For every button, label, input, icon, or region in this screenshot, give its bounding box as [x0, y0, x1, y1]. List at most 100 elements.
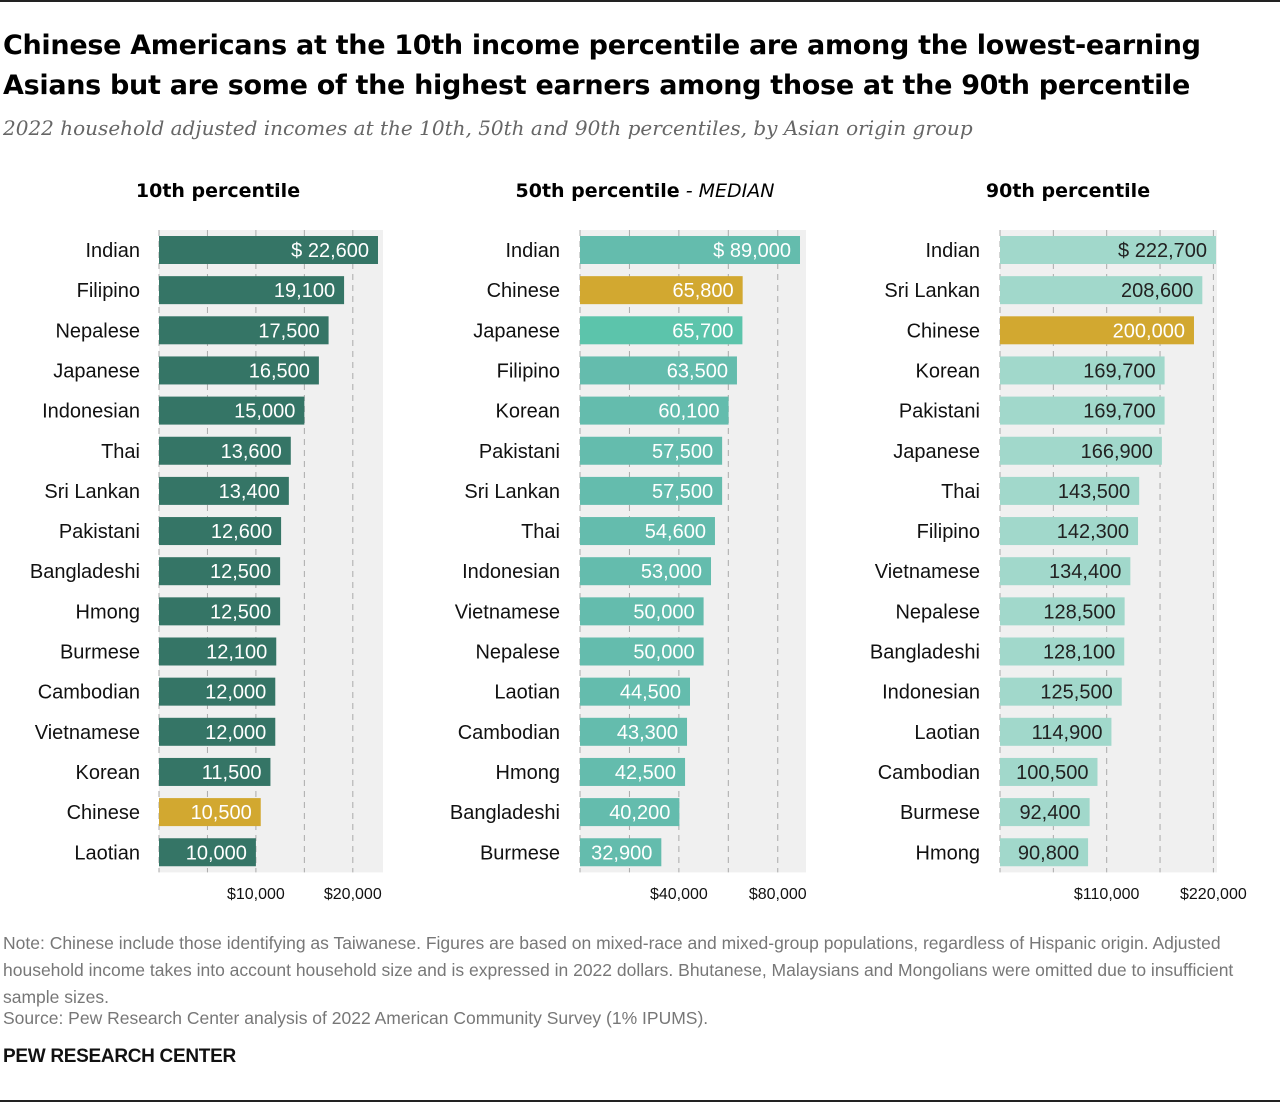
category-label: Sri Lankan: [884, 280, 980, 302]
bar-pakistani: [1000, 396, 1165, 425]
value-label: 128,500: [1043, 601, 1115, 623]
value-label: 50,000: [633, 642, 694, 664]
category-label: Bangladeshi: [870, 642, 980, 664]
bar-hmong: [1000, 838, 1089, 867]
chart-note: Note: Chinese include those identifying …: [3, 933, 1234, 1007]
category-label: Chinese: [907, 320, 980, 342]
category-label: Chinese: [67, 802, 140, 824]
bar-bangladeshi: [1000, 637, 1125, 666]
category-label: Bangladeshi: [30, 561, 140, 583]
bar-japanese: [1000, 436, 1162, 465]
top-rule: [0, 0, 1280, 2]
x-tick-label: $220,000: [1180, 886, 1247, 903]
category-label: Burmese: [480, 842, 560, 864]
panel-title-text: 10th percentile: [136, 180, 300, 202]
category-label: Indian: [86, 240, 141, 262]
value-label: 128,100: [1043, 642, 1115, 664]
bar-indian: [1000, 236, 1216, 264]
bar-filipino: [1000, 517, 1139, 546]
pew-logo: PEW RESEARCH CENTER: [3, 1046, 236, 1067]
category-label: Thai: [521, 521, 560, 543]
value-label: 125,500: [1040, 682, 1112, 704]
bottom-rule: [0, 1100, 1280, 1102]
value-label: 12,100: [206, 642, 267, 664]
category-label: Laotian: [494, 682, 560, 704]
category-label: Filipino: [917, 521, 980, 543]
category-label: Hmong: [496, 762, 560, 784]
panel-title-suffix: - MEDIAN: [680, 180, 775, 202]
bar-laotian: [1000, 717, 1112, 746]
category-label: Thai: [101, 441, 140, 463]
bar-vietnamese: [159, 717, 276, 746]
value-label: 12,600: [211, 521, 272, 543]
bar-nepalese: [1000, 597, 1125, 626]
bar-filipino: [580, 356, 737, 385]
category-label: Indonesian: [462, 561, 560, 583]
x-tick-label: $20,000: [324, 886, 382, 903]
category-label: Cambodian: [878, 762, 980, 784]
value-label: 12,000: [205, 722, 266, 744]
bar-laotian: [159, 838, 256, 867]
value-label: 53,000: [641, 561, 702, 583]
bar-korean: [1000, 356, 1165, 385]
category-label: Nepalese: [895, 601, 980, 623]
category-label: Pakistani: [59, 521, 140, 543]
value-label: 208,600: [1121, 280, 1193, 302]
bar-sri-lankan: [1000, 276, 1203, 305]
category-label: Indonesian: [42, 401, 140, 423]
bar-burmese: [580, 838, 662, 867]
category-label: Bangladeshi: [450, 802, 560, 824]
bar-japanese: [580, 316, 743, 345]
value-label: 100,500: [1016, 762, 1088, 784]
bar-vietnamese: [580, 597, 704, 626]
panel-title: 90th percentile: [986, 180, 1150, 202]
value-label: 32,900: [591, 842, 652, 864]
value-label: 63,500: [667, 360, 728, 382]
category-label: Thai: [941, 481, 980, 503]
category-label: Laotian: [74, 842, 140, 864]
bar-korean: [159, 757, 271, 786]
bar-nepalese: [580, 637, 704, 666]
value-label: 169,700: [1083, 401, 1155, 423]
bar-thai: [580, 517, 715, 546]
bar-indian: [159, 236, 378, 264]
value-label: 65,800: [672, 280, 733, 302]
category-label: Sri Lankan: [464, 481, 560, 503]
value-label: 10,000: [186, 842, 247, 864]
bar-sri-lankan: [580, 476, 723, 505]
bar-cambodian: [580, 717, 688, 746]
category-label: Korean: [496, 401, 561, 423]
panel-title: 10th percentile: [136, 180, 300, 202]
category-label: Laotian: [914, 722, 980, 744]
category-label: Filipino: [497, 360, 560, 382]
category-label: Pakistani: [899, 401, 980, 423]
category-label: Vietnamese: [455, 601, 560, 623]
value-label: 54,600: [645, 521, 706, 543]
category-label: Vietnamese: [35, 722, 140, 744]
chart-title: Chinese Americans at the 10th income per…: [3, 30, 1201, 101]
value-label: 143,500: [1058, 481, 1130, 503]
value-label: 60,100: [658, 401, 719, 423]
value-label: 200,000: [1113, 320, 1185, 342]
category-label: Hmong: [76, 601, 140, 623]
value-label: $ 222,700: [1118, 240, 1207, 262]
category-label: Filipino: [77, 280, 140, 302]
value-label: $ 22,600: [291, 240, 369, 262]
bar-bangladeshi: [580, 798, 680, 827]
bar-korean: [580, 396, 729, 425]
x-tick-label: $10,000: [227, 886, 285, 903]
bar-vietnamese: [1000, 557, 1131, 586]
bar-chinese: [159, 798, 261, 827]
category-label: Sri Lankan: [44, 481, 140, 503]
value-label: 15,000: [234, 401, 295, 423]
bar-indonesian: [159, 396, 305, 425]
chart-source: Source: Pew Research Center analysis of …: [3, 1008, 709, 1028]
value-label: 12,500: [210, 561, 271, 583]
value-label: 65,700: [672, 320, 733, 342]
value-label: 43,300: [617, 722, 678, 744]
bar-pakistani: [580, 436, 723, 465]
bar-indian: [580, 236, 800, 264]
bar-chinese: [1000, 316, 1194, 345]
x-tick-label: $80,000: [749, 886, 807, 903]
